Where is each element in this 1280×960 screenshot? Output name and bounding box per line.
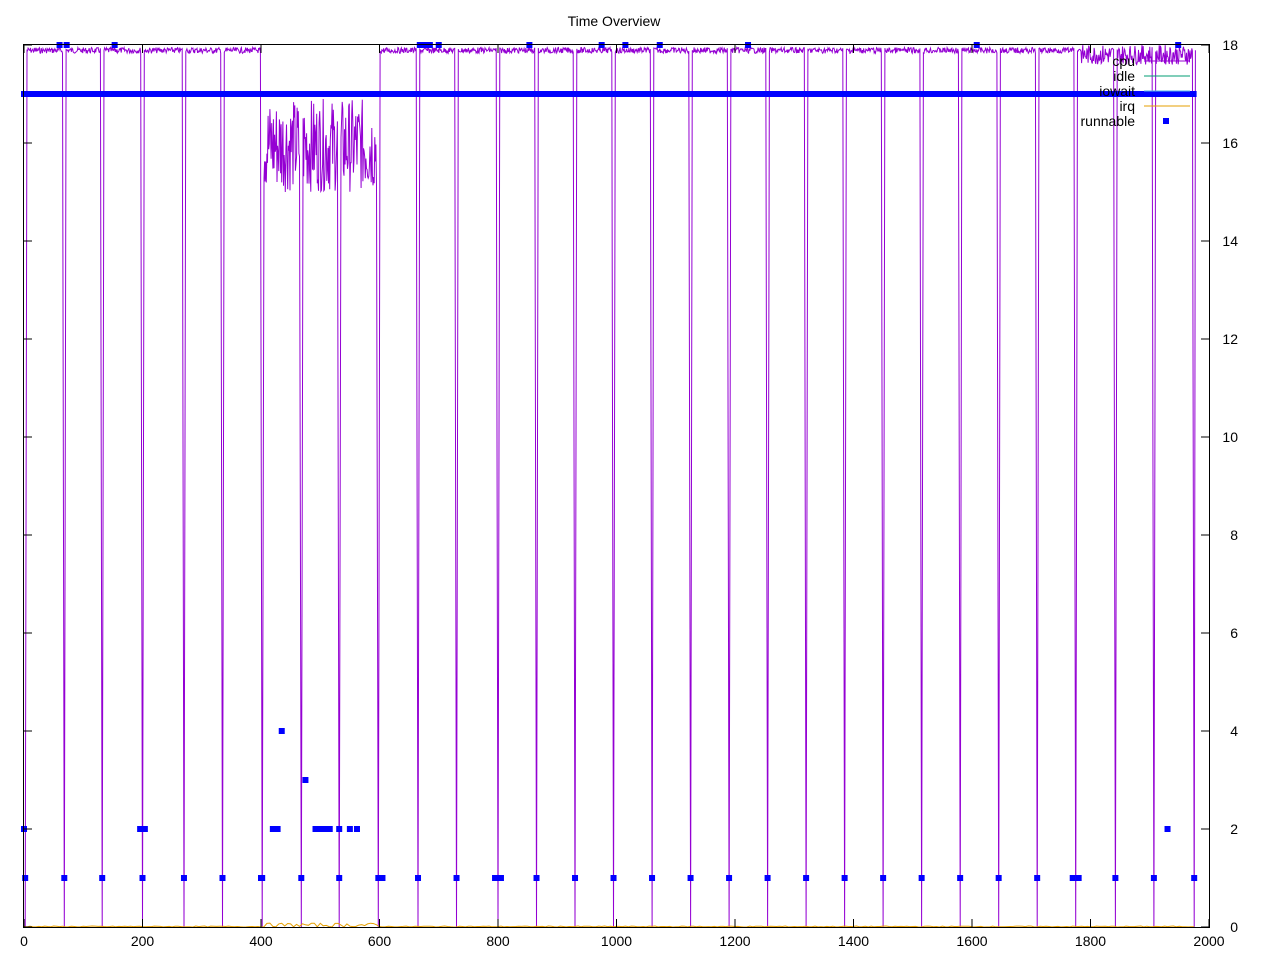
runnable-point [317, 826, 324, 832]
y-tick-label: 4 [1230, 723, 1238, 739]
runnable-point [139, 875, 146, 881]
legend-label-cpu: cpu [1112, 53, 1135, 69]
plot-points [21, 42, 1198, 881]
runnable-point [61, 875, 68, 881]
runnable-point [415, 875, 422, 881]
runnable-point [497, 875, 504, 881]
x-tick-label: 0 [20, 933, 28, 949]
series-cpu-line [24, 45, 1196, 928]
x-tick-label: 800 [486, 933, 510, 949]
runnable-point [1191, 875, 1198, 881]
runnable-point [453, 875, 460, 881]
runnable-point [957, 875, 964, 881]
runnable-point [610, 875, 617, 881]
x-tick-label: 1800 [1075, 933, 1106, 949]
runnable-point [258, 875, 264, 881]
runnable-point [492, 875, 499, 881]
y-tick-label: 18 [1222, 37, 1238, 53]
runnable-point [379, 875, 386, 881]
runnable-point [1190, 91, 1197, 97]
runnable-point [302, 777, 309, 783]
runnable-point [687, 875, 694, 881]
runnable-point [353, 826, 360, 832]
runnable-point [336, 826, 343, 832]
legend-label-runnable: runnable [1081, 113, 1136, 129]
runnable-point [880, 875, 887, 881]
chart-title: Time Overview [568, 13, 662, 29]
runnable-point [346, 826, 353, 832]
runnable-point [180, 875, 187, 881]
runnable-point [995, 875, 1002, 881]
y-tick-label: 12 [1222, 331, 1238, 347]
runnable-point [1150, 875, 1157, 881]
runnable-point [326, 826, 333, 832]
x-tick-label: 600 [368, 933, 392, 949]
x-axis-ticks: 0 200 400 600 800 1000 1200 1400 1600 1800 2000 [20, 45, 1225, 949]
runnable-point [137, 826, 144, 832]
y-tick-label: 0 [1230, 919, 1238, 935]
x-tick-label: 1000 [601, 933, 632, 949]
y-tick-label: 2 [1230, 821, 1238, 837]
plot-frame [23, 44, 1210, 928]
series-irq-line [23, 922, 1195, 928]
y-tick-label: 10 [1222, 429, 1238, 445]
runnable-point [336, 875, 343, 881]
runnable-point [22, 875, 29, 881]
x-tick-label: 1400 [838, 933, 869, 949]
runnable-point [803, 875, 810, 881]
runnable-point [918, 875, 925, 881]
runnable-point [321, 826, 328, 832]
legend-label-irq: irq [1119, 98, 1135, 114]
runnable-point [141, 826, 148, 832]
runnable-point [269, 826, 276, 832]
runnable-point [375, 875, 382, 881]
runnable-point [278, 728, 285, 734]
plot-lines [23, 45, 1196, 928]
x-tick-label: 1200 [719, 933, 750, 949]
x-tick-label: 400 [249, 933, 273, 949]
runnable-point [1112, 875, 1119, 881]
runnable-point [99, 875, 106, 881]
runnable-point [312, 826, 319, 832]
runnable-point [219, 875, 226, 881]
y-tick-label: 14 [1222, 233, 1238, 249]
runnable-point [1034, 875, 1041, 881]
runnable-point [649, 875, 656, 881]
y-axis-ticks: 0 2 4 6 8 10 12 14 16 18 [24, 37, 1238, 935]
runnable-point [1164, 826, 1171, 832]
legend-label-iowait: iowait [1099, 83, 1135, 99]
runnable-point [572, 875, 579, 881]
runnable-point [764, 875, 771, 881]
x-tick-label: 200 [131, 933, 155, 949]
y-tick-label: 16 [1222, 135, 1238, 151]
x-tick-label: 1600 [956, 933, 987, 949]
legend-label-idle: idle [1113, 68, 1135, 84]
runnable-point [841, 875, 848, 881]
y-tick-label: 6 [1230, 625, 1238, 641]
runnable-point [726, 875, 733, 881]
runnable-point [533, 875, 540, 881]
runnable-point [1075, 875, 1082, 881]
x-tick-label: 2000 [1193, 933, 1224, 949]
y-tick-label: 8 [1230, 527, 1238, 543]
runnable-point [274, 826, 281, 832]
legend-swatch-runnable [1163, 118, 1169, 124]
runnable-point [1069, 875, 1076, 881]
runnable-point [298, 875, 305, 881]
